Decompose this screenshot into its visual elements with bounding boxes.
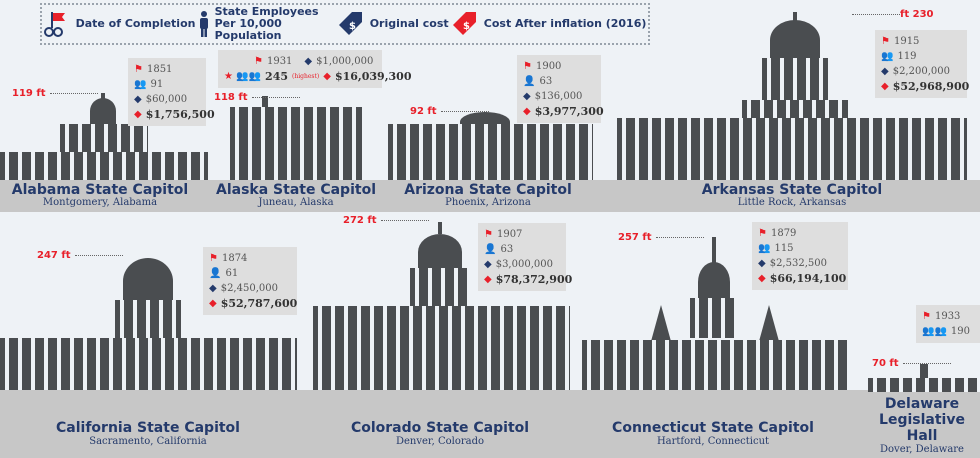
capitol-name: Arkansas State Capitol xyxy=(701,182,883,198)
employees-note: (highest) xyxy=(292,73,320,80)
height-label: 119 ft xyxy=(12,88,98,99)
legend-inflation-label: Cost After inflation (2016) xyxy=(483,17,647,30)
legend-employees-label: State Employees Per 10,000 Population xyxy=(214,5,319,42)
capitol-name: Alaska State Capitol xyxy=(216,182,376,198)
inflated-cost: $52,968,900 xyxy=(892,80,970,93)
year: 1900 xyxy=(535,61,562,72)
year: 1915 xyxy=(893,36,920,47)
legend-employees: State Employees Per 10,000 Population xyxy=(199,6,335,42)
flag-scissors-icon xyxy=(43,12,65,37)
inflated-cost: $16,039,300 xyxy=(334,70,412,83)
capitol-name: Connecticut State Capitol xyxy=(612,420,814,436)
capitol-location: Phoenix, Arizona xyxy=(445,197,531,208)
employees: 119 xyxy=(897,51,917,62)
capitol-location: Juneau, Alaska xyxy=(258,197,334,208)
capitol-location: Little Rock, Arkansas xyxy=(737,197,847,208)
employees: 63 xyxy=(500,244,514,255)
capitol-name: Delaware Legislative Hall xyxy=(879,396,965,444)
original-cost: $60,000 xyxy=(145,94,188,105)
legend: Date of Completion State Employees Per 1… xyxy=(40,3,650,45)
height-label: 230 ft xyxy=(848,9,934,20)
inflated-cost: $78,372,900 xyxy=(495,273,573,286)
capitol-location: Montgomery, Alabama xyxy=(42,197,158,208)
employees: 115 xyxy=(774,243,794,254)
height-label: 118 ft xyxy=(214,92,300,103)
capitol-name: California State Capitol xyxy=(56,420,240,436)
height-label: 257 ft xyxy=(618,232,704,243)
inflated-cost: $1,756,500 xyxy=(145,108,215,121)
year: 1879 xyxy=(770,228,797,239)
legend-completion: Date of Completion xyxy=(43,10,196,38)
original-cost: $2,200,000 xyxy=(892,66,950,77)
red-price-tag-icon: $ xyxy=(452,12,476,35)
year: 1851 xyxy=(146,64,173,75)
year: 1907 xyxy=(496,229,523,240)
capitol-name: Colorado State Capitol xyxy=(350,420,530,436)
original-cost: $3,000,000 xyxy=(495,259,553,270)
original-cost: $1,000,000 xyxy=(316,56,374,67)
ground-band-top xyxy=(0,180,980,212)
inflated-cost: $66,194,100 xyxy=(769,272,847,285)
inflated-cost: $52,787,600 xyxy=(220,297,298,310)
svg-text:$: $ xyxy=(349,21,356,32)
person-icon xyxy=(199,11,208,37)
height-label: 247 ft xyxy=(37,250,123,261)
legend-original: $ Original cost xyxy=(338,11,449,37)
employees: 61 xyxy=(225,268,239,279)
height-label: 92 ft xyxy=(410,106,489,117)
height-label: 70 ft xyxy=(872,358,951,369)
legend-completion-label: Date of Completion xyxy=(75,17,196,30)
year: 1933 xyxy=(934,311,961,322)
employees: 63 xyxy=(539,76,553,87)
employees: 190 xyxy=(950,326,970,337)
year: 1874 xyxy=(221,253,248,264)
capitol-name: Arizona State Capitol xyxy=(404,182,572,198)
inflated-cost: $3,977,300 xyxy=(534,105,604,118)
capitol-location: Dover, Delaware xyxy=(880,444,964,455)
capitol-name: Alabama State Capitol xyxy=(11,182,189,198)
year: 1931 xyxy=(266,56,293,67)
capitol-location: Sacramento, California xyxy=(89,436,207,447)
original-cost: $136,000 xyxy=(534,91,583,102)
legend-inflation: $ Cost After inflation (2016) xyxy=(452,11,647,37)
original-cost: $2,450,000 xyxy=(220,283,278,294)
employees: 91 xyxy=(150,79,164,90)
price-tag-icon: $ xyxy=(338,12,362,35)
employees: 245 xyxy=(265,70,289,83)
legend-original-label: Original cost xyxy=(369,17,449,30)
capitol-location: Denver, Colorado xyxy=(395,436,485,447)
original-cost: $2,532,500 xyxy=(769,258,827,269)
capitol-location: Hartford, Connecticut xyxy=(656,436,770,447)
height-label: 272 ft xyxy=(343,215,429,226)
ground-band-bottom xyxy=(0,390,980,458)
svg-text:$: $ xyxy=(463,21,470,32)
